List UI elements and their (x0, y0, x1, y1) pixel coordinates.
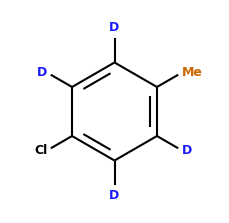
Text: D: D (109, 21, 120, 34)
Text: D: D (37, 66, 47, 79)
Text: D: D (182, 144, 192, 157)
Text: D: D (109, 189, 120, 202)
Text: Me: Me (182, 66, 203, 79)
Text: Cl: Cl (34, 144, 47, 157)
